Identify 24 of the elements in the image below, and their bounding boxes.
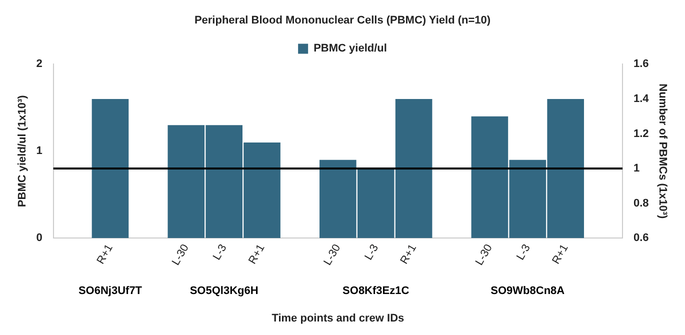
text: SO9Wb8Cn8A: [490, 285, 565, 298]
y-tick-label: 1: [36, 145, 42, 158]
y2-tick-label: 0.6: [634, 232, 649, 244]
y2-tick-label: 1.4: [634, 93, 650, 106]
text: SO5Ql3Kg6H: [190, 285, 258, 298]
legend-label: PBMC yield/ul: [314, 42, 387, 55]
text: SO6Nj3Uf7T: [78, 285, 142, 298]
y2-tick-label: 1: [634, 162, 640, 175]
x-tick-label: R+1: [550, 242, 571, 266]
chart-title: Peripheral Blood Mononuclear Cells (PBMC) Yield (n=10): [194, 14, 491, 27]
y-tick-label: 2: [36, 58, 42, 70]
y-axis-title: PBMC yield/ul (1x10³): [16, 94, 29, 208]
bar: [92, 98, 129, 238]
x-tick-label: L-3: [514, 242, 533, 262]
x-tick-label: L-3: [210, 242, 230, 262]
x-tick-label: L-3: [362, 242, 382, 262]
y2-tick-label: 0.8: [634, 197, 649, 210]
y-tick-label: 0: [36, 232, 42, 244]
x-axis-title: Time points and crew IDs: [272, 312, 404, 324]
y2-tick-label: 1.2: [634, 128, 649, 140]
y2-axis-title: Number of PBMCs (1x10³): [656, 84, 668, 220]
text: SO8Kf3Ez1C: [342, 285, 410, 298]
x-tick-label: R+1: [246, 242, 268, 266]
y2-tick-label: 1.6: [634, 58, 649, 70]
